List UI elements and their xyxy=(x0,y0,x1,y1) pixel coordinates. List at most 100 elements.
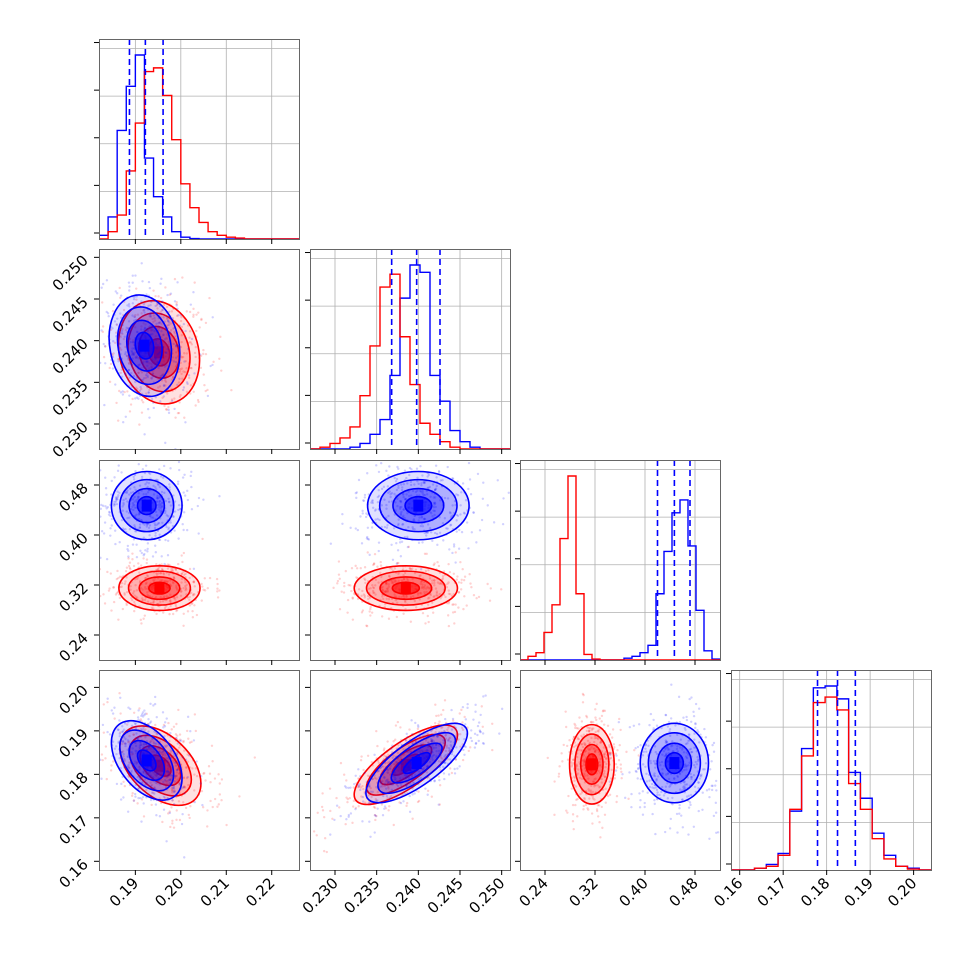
point-1-3-0 xyxy=(138,747,142,750)
point-0-3-2 xyxy=(685,765,688,768)
point-0-3-2 xyxy=(668,785,671,788)
point-0-3-0 xyxy=(126,765,129,768)
point-1-2-0 xyxy=(177,562,180,566)
point-1-1-0 xyxy=(206,388,209,392)
point-1-3-1 xyxy=(383,784,386,788)
point-1-2-1 xyxy=(382,590,385,593)
point-0-1-0 xyxy=(168,310,171,313)
point-0-1-0 xyxy=(96,397,98,399)
point-0-2-0 xyxy=(122,503,125,506)
point-0-3-0 xyxy=(96,733,98,735)
point-0-2-1 xyxy=(383,525,387,529)
point-1-2-1 xyxy=(409,595,413,599)
point-1-3-1 xyxy=(432,746,435,749)
point-1-2-0 xyxy=(171,612,175,616)
point-0-2-1 xyxy=(421,474,424,477)
point-1-1-0 xyxy=(202,373,205,376)
point-0-3-0 xyxy=(144,712,147,715)
point-0-2-1 xyxy=(396,497,399,500)
point-1-3-0 xyxy=(217,773,220,776)
point-1-1-0 xyxy=(204,352,208,356)
point-1-3-0 xyxy=(178,783,181,786)
point-1-2-1 xyxy=(445,586,449,589)
point-1-3-1 xyxy=(373,806,377,809)
point-1-2-1 xyxy=(370,611,374,614)
point-1-3-1 xyxy=(377,761,380,765)
point-0-3-1 xyxy=(361,820,364,823)
point-1-3-0 xyxy=(191,767,194,770)
panel-0-0 xyxy=(94,39,300,244)
point-0-3-2 xyxy=(685,715,688,719)
point-1-1-0 xyxy=(134,313,137,317)
point-1-3-0 xyxy=(132,799,136,802)
point-1-2-0 xyxy=(132,564,136,568)
point-0-2-1 xyxy=(356,528,360,532)
point-1-2-0 xyxy=(99,571,100,573)
point-1-2-1 xyxy=(439,597,442,600)
point-1-3-0 xyxy=(128,761,131,764)
point-1-2-0 xyxy=(117,618,120,621)
point-1-3-1 xyxy=(398,801,401,804)
point-0-3-0 xyxy=(118,732,121,735)
point-1-3-2 xyxy=(570,787,574,790)
point-1-2-0 xyxy=(138,580,142,583)
point-0-2-0 xyxy=(133,525,137,529)
point-0-3-0 xyxy=(138,735,142,738)
point-1-1-0 xyxy=(163,404,166,408)
point-1-1-0 xyxy=(150,365,153,368)
point-1-2-1 xyxy=(444,595,447,599)
scatter-series-0-3-1 xyxy=(329,694,504,838)
point-0-3-0 xyxy=(114,745,118,748)
point-1-3-0 xyxy=(178,783,182,786)
point-1-3-2 xyxy=(618,743,621,747)
point-0-2-0 xyxy=(181,476,185,479)
point-1-1-0 xyxy=(136,313,140,316)
point-0-2-0 xyxy=(156,496,160,500)
point-1-3-0 xyxy=(170,787,173,790)
point-1-3-0 xyxy=(76,717,78,719)
point-0-3-0 xyxy=(147,717,150,721)
point-0-3-1 xyxy=(374,814,378,818)
point-1-3-2 xyxy=(604,787,607,790)
point-0-3-2 xyxy=(712,814,716,818)
point-1-3-0 xyxy=(122,780,125,784)
point-0-2-1 xyxy=(376,495,380,499)
point-1-1-0 xyxy=(137,371,140,375)
point-0-2-0 xyxy=(118,541,121,544)
point-0-2-0 xyxy=(156,494,159,498)
point-0-2-0 xyxy=(152,493,156,496)
point-1-2-0 xyxy=(203,577,206,580)
point-0-2-0 xyxy=(183,473,186,477)
point-0-3-1 xyxy=(381,814,385,817)
point-1-2-0 xyxy=(135,577,139,581)
point-0-2-1 xyxy=(349,526,352,530)
point-1-2-0 xyxy=(127,564,131,568)
point-1-3-2 xyxy=(604,757,608,761)
point-1-3-0 xyxy=(150,739,153,742)
point-1-3-2 xyxy=(566,758,570,761)
point-0-3-1 xyxy=(385,778,388,782)
point-1-2-1 xyxy=(397,561,400,565)
point-1-3-2 xyxy=(577,748,580,752)
point-1-3-2 xyxy=(598,760,601,764)
point-1-2-0 xyxy=(133,594,136,597)
point-1-3-0 xyxy=(170,728,173,731)
point-1-1-0 xyxy=(135,386,138,389)
point-1-3-0 xyxy=(209,799,212,803)
point-1-3-2 xyxy=(561,760,564,763)
point-1-1-0 xyxy=(194,345,197,349)
point-0-2-0 xyxy=(137,491,140,495)
point-0-3-2 xyxy=(655,724,659,727)
point-1-2-0 xyxy=(129,585,132,588)
point-1-2-1 xyxy=(446,582,449,585)
point-1-2-0 xyxy=(170,569,174,573)
point-0-2-0 xyxy=(117,494,120,497)
point-0-3-2 xyxy=(646,791,649,794)
point-0-3-2 xyxy=(680,770,684,773)
point-1-2-1 xyxy=(397,579,400,583)
point-0-3-2 xyxy=(711,743,714,747)
point-1-3-0 xyxy=(175,722,178,726)
histogram-series-1-dim-3 xyxy=(731,696,931,870)
point-1-2-1 xyxy=(411,595,415,598)
point-0-3-2 xyxy=(662,794,666,797)
